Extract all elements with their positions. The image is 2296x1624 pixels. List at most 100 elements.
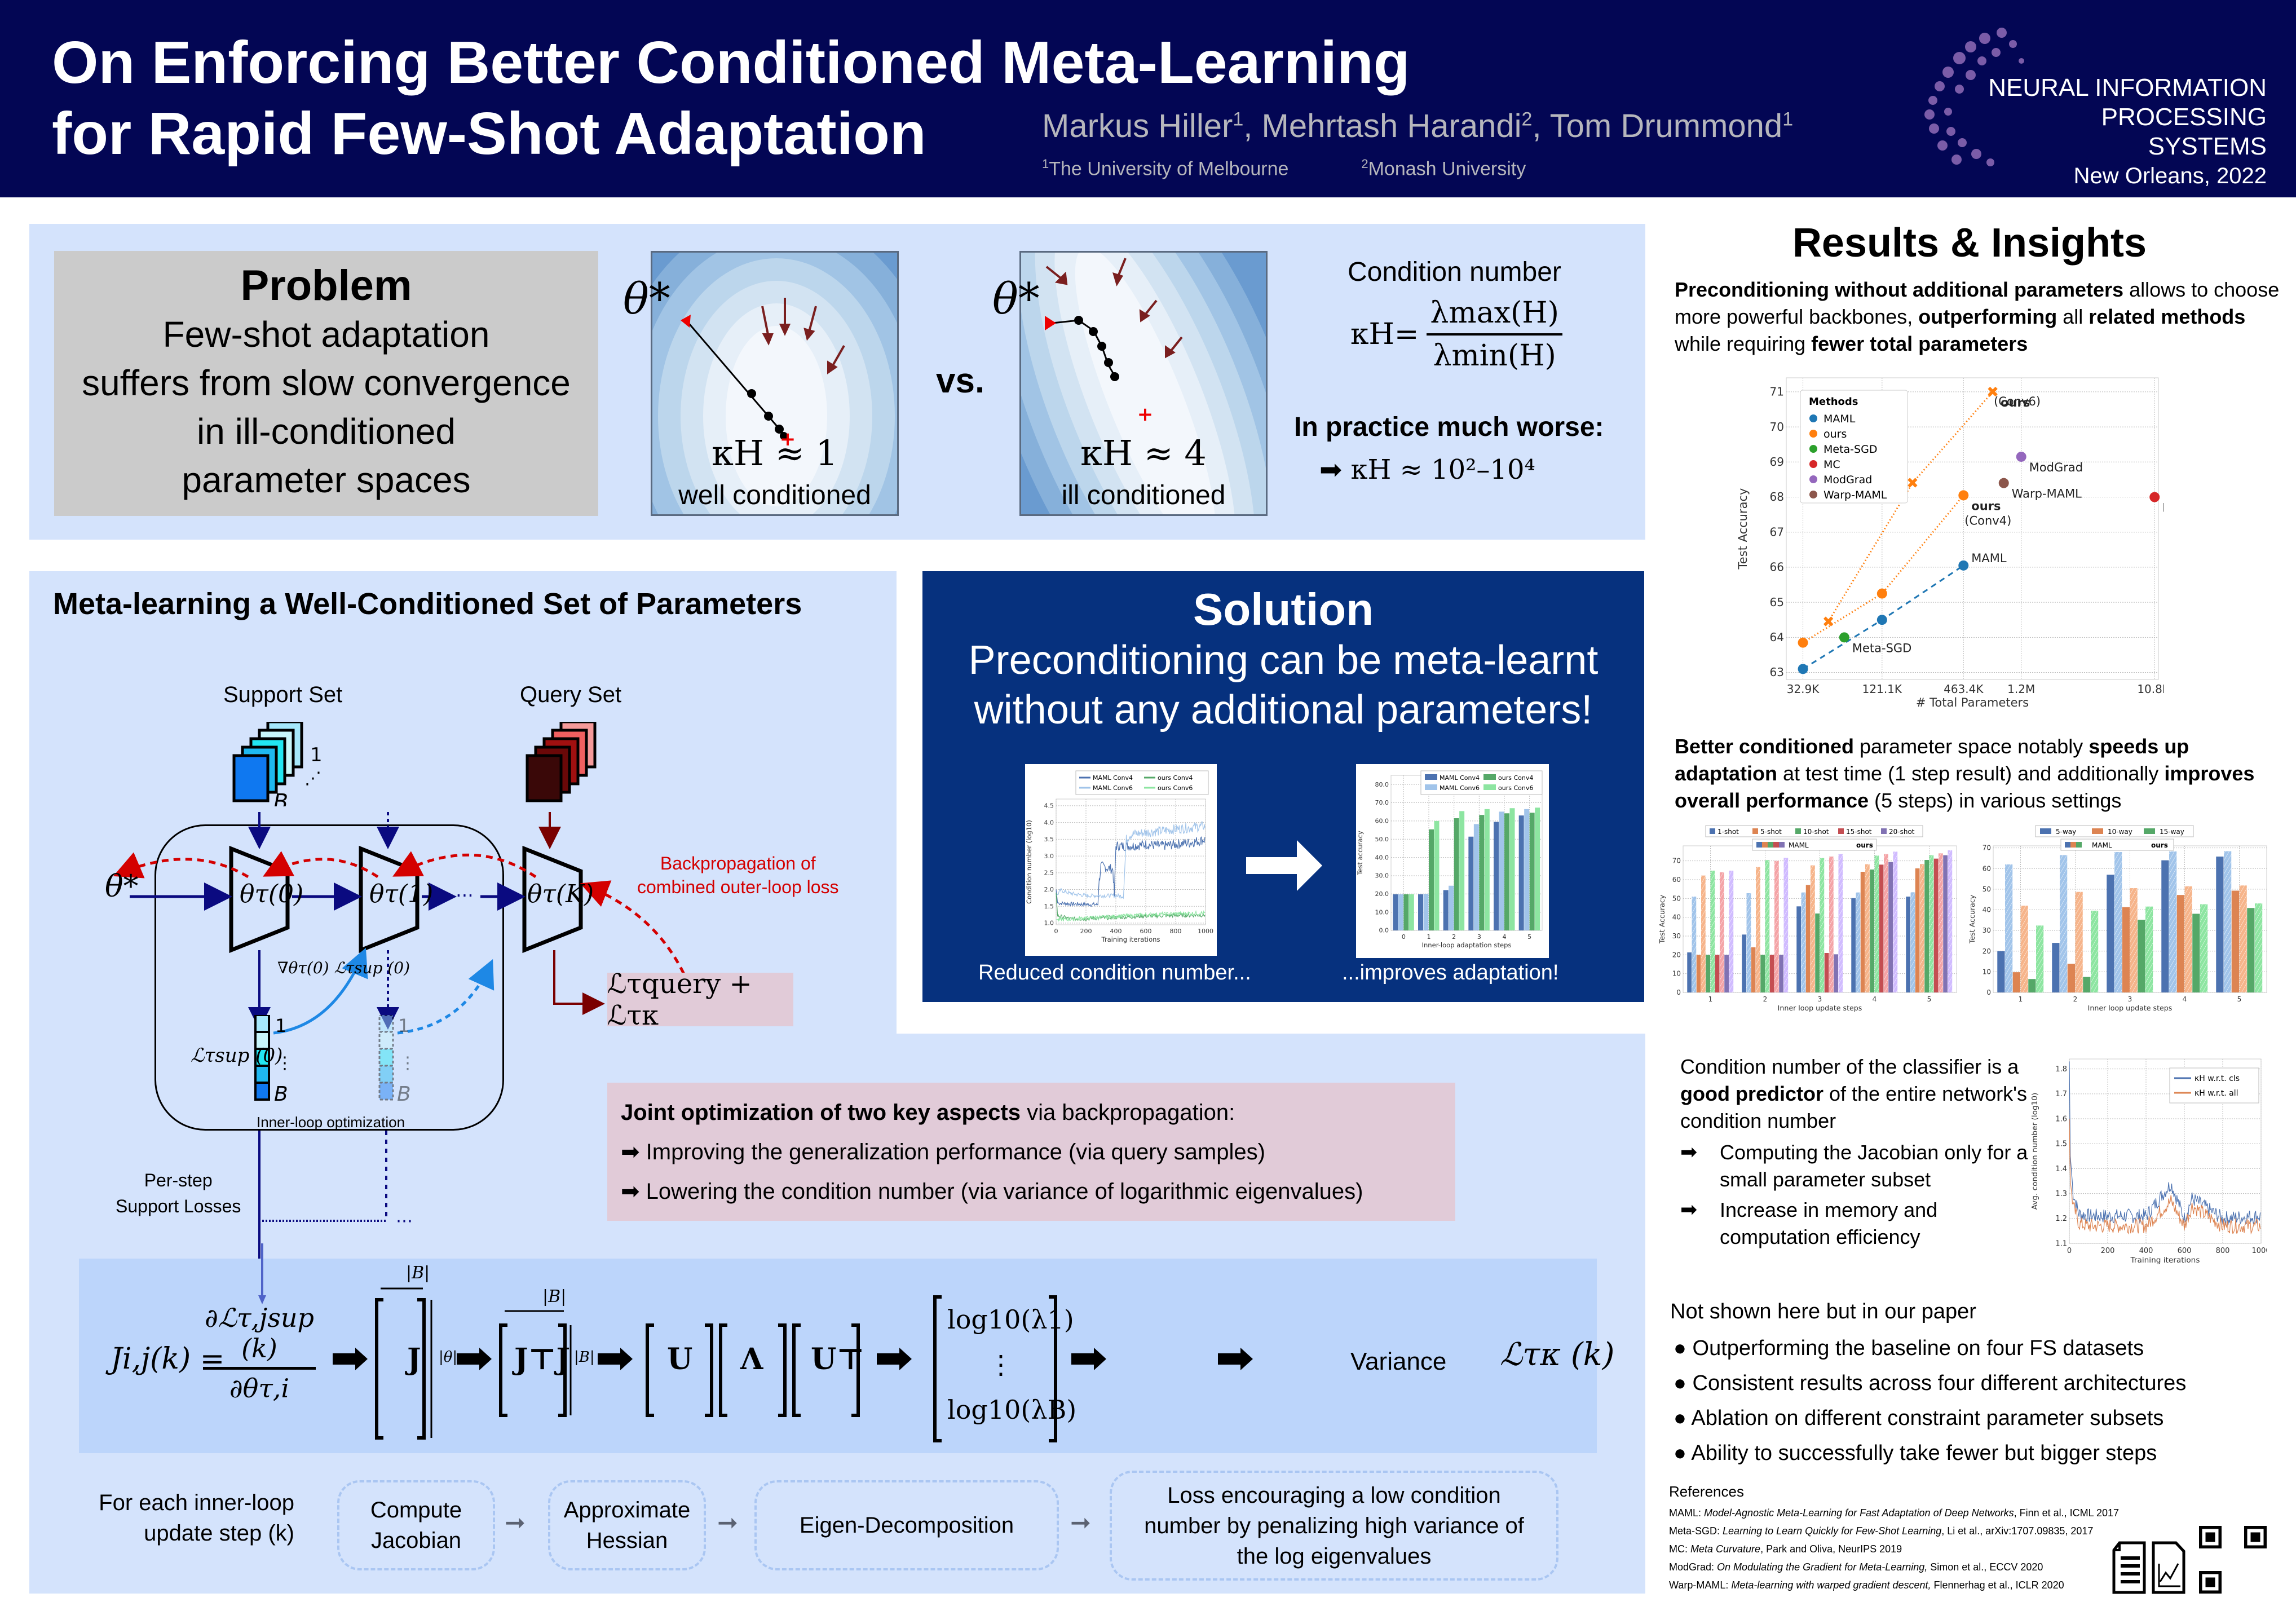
bar xyxy=(1518,815,1524,930)
bar xyxy=(1751,947,1756,992)
reference-title: Meta-learning with warped gradient desce… xyxy=(1731,1579,1931,1591)
legend-label: MAML Conv6 xyxy=(1093,784,1133,792)
y-tick-label: 69 xyxy=(1770,455,1784,469)
problem-line: in ill-conditioned xyxy=(197,411,456,452)
y-tick-label: 70 xyxy=(1982,844,1991,852)
conference-location: New Orleans, 2022 xyxy=(2073,164,2267,188)
x-axis-label: Training iterations xyxy=(1101,935,1160,943)
reference-venue: , Finn et al., ICML 2017 xyxy=(2014,1507,2120,1519)
y-tick-label: 80.0 xyxy=(1375,781,1389,788)
outer-loss-box: ℒτquery + ℒτκ xyxy=(607,968,793,1031)
legend-swatch xyxy=(2076,842,2082,848)
bar xyxy=(1687,952,1692,992)
body-text: allows to choose more powerful backbones… xyxy=(1675,278,2280,328)
flow-step-compute-jacobian: Compute Jacobian xyxy=(337,1480,495,1570)
legend-label: 10-shot xyxy=(1803,828,1829,836)
bar xyxy=(1449,885,1454,930)
svg-text:B: B xyxy=(397,1083,411,1106)
bar xyxy=(1815,914,1820,992)
bar xyxy=(1834,954,1838,992)
x-axis-label: # Total Parameters xyxy=(1916,696,2029,708)
legend-swatch xyxy=(2144,828,2155,834)
emphasis-text: speeds up adaptation xyxy=(1675,735,2189,785)
legend-swatch xyxy=(2040,828,2051,834)
practice-kappa: κH ≈ 10²–10⁴ xyxy=(1350,454,1535,486)
bar xyxy=(1715,955,1720,992)
bar xyxy=(1459,811,1465,930)
bar xyxy=(2075,892,2083,992)
emphasis-text: related methods xyxy=(2089,305,2246,328)
not-shown-item: ● Outperforming the baseline on four FS … xyxy=(1674,1336,2144,1360)
reference-venue: , Park and Oliva, NeurIPS 2019 xyxy=(1760,1543,1902,1555)
x-tick-label: 5 xyxy=(1927,995,1932,1003)
support-loss-label: ℒτsup (0) xyxy=(191,1044,283,1067)
legend-label: MAML xyxy=(2092,841,2112,849)
flow-step-approximate-hessian: Approximate Hessian xyxy=(548,1480,706,1570)
y-tick-label: 1.5 xyxy=(1044,903,1054,910)
data-point xyxy=(1839,632,1849,643)
joint-optimization-box: Joint optimization of two key aspects vi… xyxy=(607,1083,1455,1221)
bar xyxy=(2161,860,2169,992)
solution-line-2: without any additional parameters! xyxy=(974,687,1593,732)
flow-arrow-icon: ➞ xyxy=(505,1509,526,1537)
support-loss-vectors: 1 ⋮ B 1 ⋮ B xyxy=(254,1015,416,1106)
bar xyxy=(1910,892,1915,992)
qr-code[interactable] xyxy=(2199,1526,2267,1594)
gradient-arrows xyxy=(761,298,845,374)
not-shown-text: Ablation on different constraint paramet… xyxy=(1691,1406,2164,1430)
per-step-line-1: Per-step xyxy=(144,1170,213,1190)
legend-box xyxy=(1075,770,1209,795)
affil-id: 2 xyxy=(1361,157,1368,171)
x-tick-label: 1 xyxy=(1427,933,1431,941)
bar xyxy=(2122,907,2130,992)
params-vs-accuracy-chart: 63 64 65 66 67 68 69 70 71 32.9K 121.1K 463.4K 1.2M 1… xyxy=(1736,377,2164,708)
legend-label: ours xyxy=(1856,841,1873,849)
data-label: ModGrad xyxy=(2029,461,2083,474)
body-text: (5 steps) in various settings xyxy=(1869,789,2122,812)
y-tick-label: 10.0 xyxy=(1375,908,1389,916)
body-text: all xyxy=(2057,305,2089,328)
legend-box xyxy=(2169,1067,2259,1104)
bar xyxy=(1860,872,1865,992)
per-step-line-2: Support Losses xyxy=(116,1196,241,1216)
x-tick-label: 800 xyxy=(2216,1247,2230,1255)
paper-document-icon[interactable] xyxy=(2112,1541,2147,1594)
problem-box: Problem Few-shot adaptation suffers from… xyxy=(54,251,598,516)
eigenvector-matrix: U xyxy=(667,1342,693,1376)
results-paragraph-params: Preconditioning without additional param… xyxy=(1675,276,2284,358)
bar xyxy=(2192,914,2200,992)
eigenvalue-matrix: Λ xyxy=(740,1342,763,1376)
bar xyxy=(1468,836,1474,930)
backprop-line-1: Backpropagation of xyxy=(660,853,816,873)
bar xyxy=(2090,910,2099,992)
emphasis-text: improves overall performance xyxy=(1675,762,2255,812)
bar xyxy=(2114,851,2122,992)
x-tick-label: 3 xyxy=(2128,995,2132,1003)
bar xyxy=(2216,857,2224,992)
neurips-logo-icon xyxy=(1924,28,2024,166)
ill-caption: ill conditioned xyxy=(1061,480,1226,510)
bar xyxy=(1434,820,1440,930)
flow-step-variance-loss: Loss encouraging a low condition number … xyxy=(1110,1471,1558,1581)
gradient-arrows xyxy=(1045,258,1183,359)
contour-plot: + xyxy=(1021,253,1266,514)
y-tick-label: 30 xyxy=(1982,926,1991,934)
bar xyxy=(1893,851,1898,992)
legend-marker xyxy=(1809,430,1817,438)
bar xyxy=(1408,894,1414,930)
data-label: ours xyxy=(2001,396,2030,409)
classifier-point: ➡ Computing the Jacobian only for a small… xyxy=(1680,1139,2030,1193)
bar xyxy=(1801,892,1806,992)
x-tick-label: 4 xyxy=(1503,933,1507,941)
bar xyxy=(1779,955,1783,992)
well-caption: well conditioned xyxy=(678,480,871,510)
jacobian-matrix: J xyxy=(407,1342,421,1376)
poster-chart-icon[interactable] xyxy=(2151,1541,2186,1594)
reference-venue: Flennerhag et al., ICLR 2020 xyxy=(1931,1579,2064,1591)
conference-line-1: NEURAL INFORMATION xyxy=(1988,74,2267,102)
x-tick-label: 3 xyxy=(1818,995,1822,1003)
author-affil: 1 xyxy=(1233,108,1244,130)
y-tick-label: 1.6 xyxy=(2055,1115,2067,1123)
lambda-max: λmax(H) xyxy=(1427,296,1562,336)
bar xyxy=(1906,897,1911,992)
